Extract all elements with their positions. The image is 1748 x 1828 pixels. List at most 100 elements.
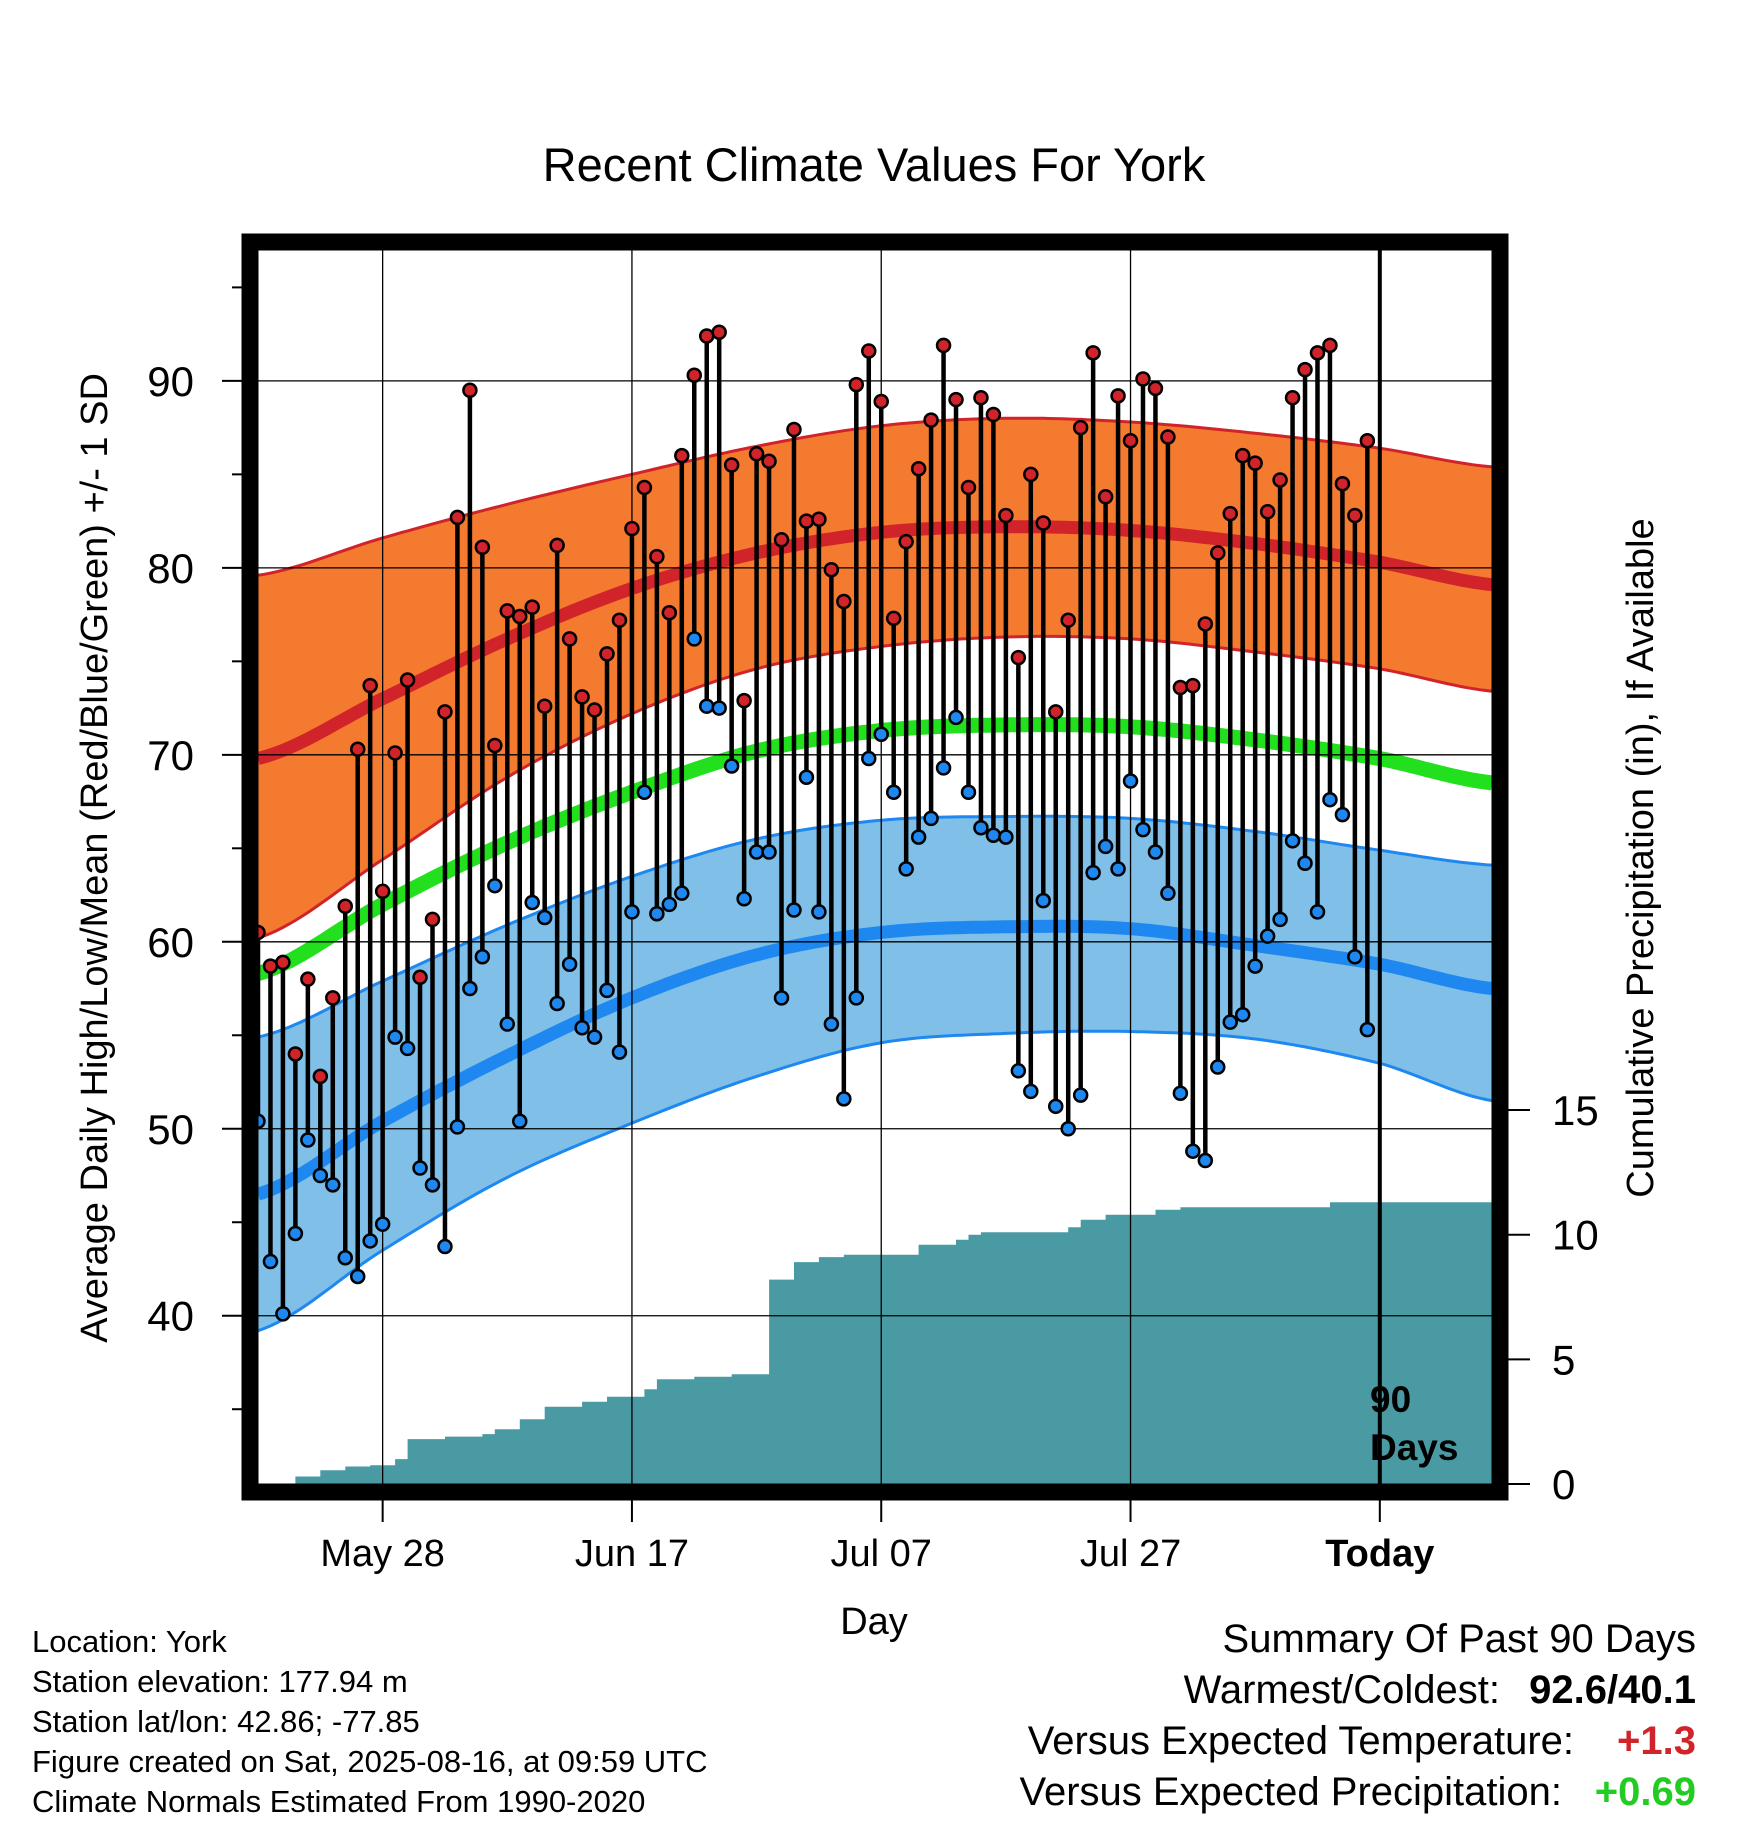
y-axis-label: Average Daily High/Low/Mean (Red/Blue/Gr…: [74, 373, 116, 1343]
temp-anomaly-value: +1.3: [1617, 1719, 1696, 1763]
daily-low-point: [325, 1177, 341, 1193]
daily-low-point: [387, 1029, 403, 1045]
daily-high-point: [1347, 507, 1363, 524]
summary-precip-row: Versus Expected Precipitation: +0.69: [1019, 1767, 1696, 1818]
daily-high-point: [711, 324, 727, 341]
daily-high-point: [512, 608, 528, 625]
station-info: Location: York Station elevation: 177.94…: [32, 1622, 708, 1822]
daily-low-point: [1023, 1083, 1039, 1100]
daily-high-point: [387, 745, 403, 761]
daily-high-point: [698, 328, 715, 344]
daily-low-point: [761, 844, 777, 860]
daily-high-point: [362, 677, 378, 694]
low-normal-band-lower-edge: [258, 1029, 1492, 1333]
daily-low-point: [960, 784, 977, 800]
daily-high-point: [487, 737, 503, 754]
daily-low-point: [262, 1253, 279, 1270]
daily-low-point: [1259, 928, 1276, 944]
daily-high-point: [1085, 345, 1101, 361]
daily-high-point: [736, 692, 752, 709]
daily-high-point: [848, 376, 865, 393]
daily-low-point: [873, 726, 889, 743]
daily-low-point: [1172, 1085, 1189, 1101]
daily-high-point: [723, 457, 740, 473]
daily-low-point: [1010, 1063, 1027, 1079]
daily-high-point: [437, 704, 453, 720]
y-tick-label: 90: [147, 358, 194, 405]
daily-low-point: [985, 827, 1002, 843]
daily-low-point: [362, 1233, 378, 1249]
daily-high-point: [536, 698, 553, 714]
daily-low-point: [1272, 911, 1288, 928]
daily-low-point: [462, 980, 478, 997]
low-normal-band-upper-edge: [258, 814, 1492, 1039]
daily-low-point: [898, 861, 914, 877]
daily-low-point: [474, 948, 491, 965]
daily-low-point: [836, 1091, 852, 1107]
daily-high-point: [686, 367, 703, 384]
warm-cold-value: 92.6/40.1: [1529, 1668, 1696, 1712]
daily-low-point: [549, 995, 565, 1012]
warm-cold-label: Warmest/Coldest:: [1183, 1668, 1500, 1712]
daily-low-point: [399, 1040, 416, 1057]
y-tick-label: 70: [147, 732, 194, 779]
daily-high-point: [885, 610, 902, 627]
daily-low-point: [948, 709, 964, 726]
daily-high-point: [1060, 612, 1076, 628]
daily-low-point: [973, 819, 989, 836]
daily-low-point: [848, 990, 865, 1006]
daily-low-point: [599, 982, 615, 999]
daily-low-point: [1147, 844, 1164, 860]
daily-high-point: [636, 479, 653, 496]
daily-low-point: [1347, 948, 1363, 965]
x-tick-label: Jun 17: [575, 1533, 689, 1575]
daily-high-point: [524, 599, 540, 615]
daily-high-point: [761, 453, 777, 470]
daily-low-point: [412, 1160, 428, 1176]
plot-area: [258, 250, 1492, 1484]
daily-high-point: [1035, 515, 1052, 531]
daily-low-point: [574, 1020, 590, 1036]
daily-low-point: [1322, 791, 1338, 808]
daily-low-point: [561, 956, 578, 972]
low-normal-line: [258, 919, 1492, 1201]
daily-low-point: [636, 784, 653, 800]
summary-heading: Summary Of Past 90 Days: [1222, 1617, 1696, 1661]
daily-low-point: [811, 904, 827, 920]
daily-low-point: [1185, 1143, 1201, 1159]
daily-low-point: [586, 1029, 603, 1045]
precip-anomaly-value: +0.69: [1594, 1770, 1696, 1814]
daily-high-point: [1210, 545, 1226, 561]
daily-low-point: [374, 1216, 391, 1232]
daily-high-point: [399, 672, 416, 688]
daily-low-point: [524, 894, 540, 911]
daily-high-point: [258, 924, 266, 941]
y2-tick-label: 10: [1552, 1212, 1599, 1259]
x-tick-label: May 28: [320, 1533, 445, 1575]
daily-low-point: [1210, 1059, 1226, 1075]
daily-high-point: [337, 898, 354, 915]
daily-low-point: [786, 902, 802, 918]
daily-low-point: [275, 1306, 291, 1322]
y2-tick-label: 5: [1552, 1336, 1575, 1383]
daily-high-point: [1222, 505, 1238, 522]
daily-low-point: [287, 1225, 304, 1242]
daily-low-point: [736, 891, 752, 907]
daily-high-point: [1334, 475, 1351, 492]
daily-high-point: [275, 954, 291, 971]
daily-high-point: [1122, 432, 1139, 449]
plot-frame: [241, 233, 1509, 1501]
daily-high-point: [998, 507, 1014, 524]
daily-high-point: [462, 382, 478, 398]
daily-low-point: [723, 758, 740, 774]
daily-low-point: [300, 1132, 316, 1148]
daily-low-point: [512, 1113, 528, 1130]
daily-high-point: [1135, 371, 1151, 387]
daily-low-point: [424, 1177, 441, 1193]
created-text: Figure created on Sat, 2025-08-16, at 09…: [32, 1744, 708, 1779]
normals-text: Climate Normals Estimated From 1990-2020: [32, 1784, 646, 1819]
daily-high-point: [910, 461, 927, 477]
summary-temp-row: Versus Expected Temperature: +1.3: [1019, 1716, 1696, 1767]
daily-high-point: [1110, 388, 1126, 404]
